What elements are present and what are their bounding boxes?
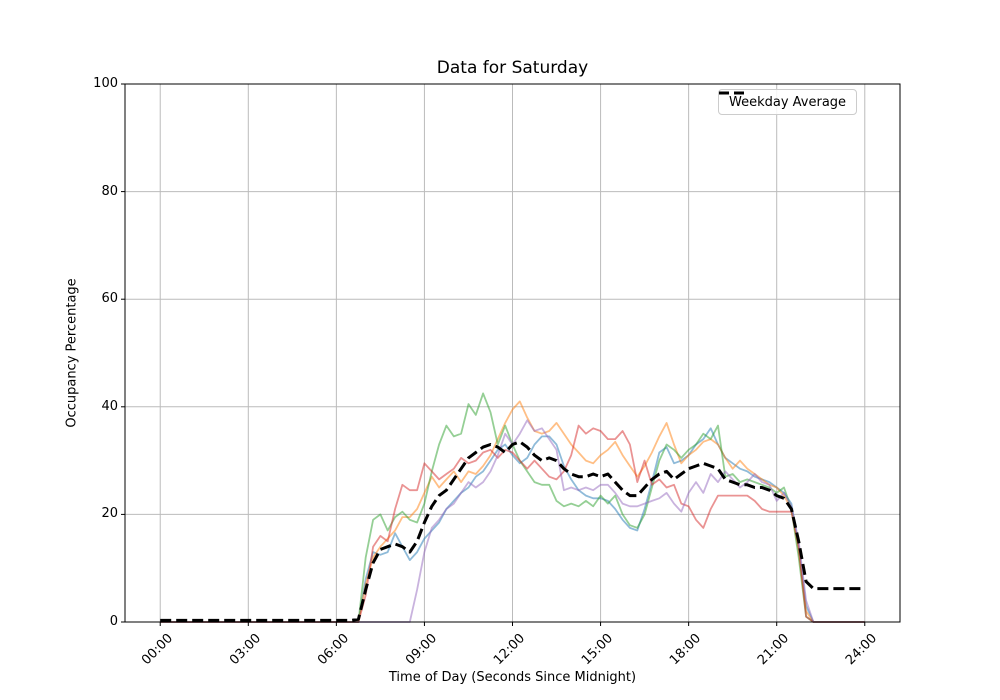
y-tick-label: 60 [101, 291, 118, 307]
legend-label: Weekday Average [729, 94, 847, 110]
chart-title: Data for Saturday [436, 58, 589, 78]
y-tick-label: 40 [101, 398, 118, 414]
y-tick-label: 100 [93, 76, 118, 91]
y-tick-label: 80 [101, 183, 118, 199]
x-axis-label: Time of Day (Seconds Since Midnight) [388, 670, 637, 685]
legend: Weekday Average [718, 89, 858, 115]
legend-dashed-line-sample [719, 91, 744, 95]
y-tick-label: 20 [101, 506, 118, 522]
weekday-average-line [160, 440, 865, 622]
y-tick-label: 0 [109, 614, 118, 629]
